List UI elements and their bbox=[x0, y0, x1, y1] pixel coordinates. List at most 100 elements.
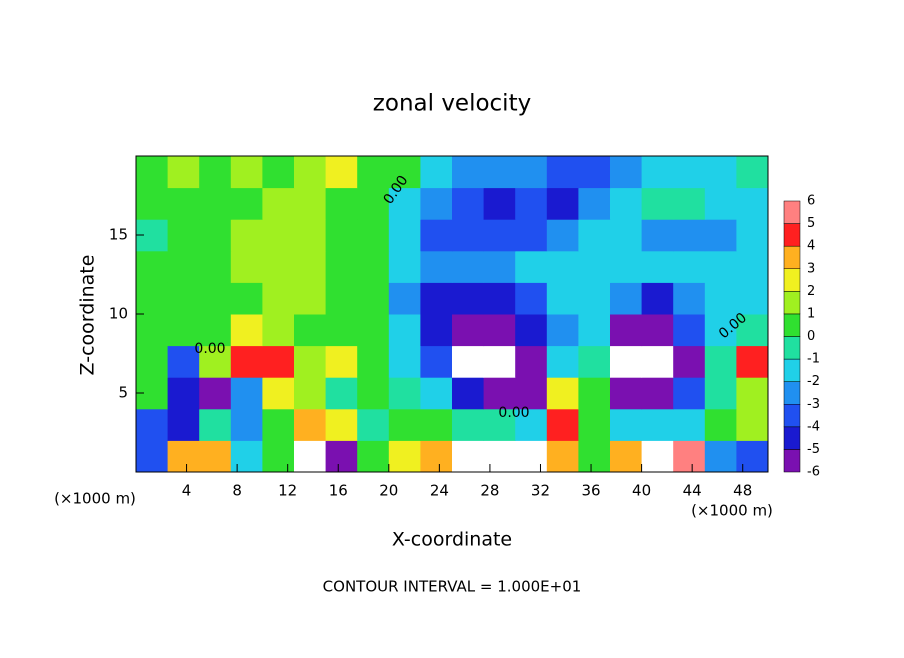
cell bbox=[167, 187, 200, 220]
cell bbox=[610, 282, 643, 315]
cell bbox=[420, 345, 453, 378]
cell bbox=[136, 408, 169, 441]
chart-title: zonal velocity bbox=[373, 91, 531, 117]
cell bbox=[199, 219, 232, 252]
x-tick-label: 36 bbox=[581, 482, 600, 500]
cell bbox=[641, 408, 674, 441]
cell bbox=[546, 250, 579, 283]
cell bbox=[388, 187, 421, 220]
x-tick-label: 28 bbox=[480, 482, 499, 500]
colorbar-swatch bbox=[783, 291, 801, 315]
cell bbox=[515, 314, 548, 347]
colorbar-label: 0 bbox=[807, 329, 815, 344]
colorbar-swatch bbox=[783, 268, 801, 292]
cell bbox=[325, 219, 358, 252]
cell bbox=[136, 187, 169, 220]
cell bbox=[230, 156, 263, 189]
x-tick-label: 40 bbox=[632, 482, 651, 500]
cell bbox=[325, 187, 358, 220]
cell bbox=[546, 408, 579, 441]
cell bbox=[641, 345, 674, 378]
cell bbox=[136, 345, 169, 378]
footer: CONTOUR INTERVAL = 1.000E+01 bbox=[323, 578, 582, 596]
colorbar-swatch bbox=[783, 449, 801, 473]
cell bbox=[610, 250, 643, 283]
colorbar-label: -1 bbox=[807, 352, 820, 367]
cell bbox=[483, 282, 516, 315]
cell bbox=[641, 440, 674, 473]
cell bbox=[325, 440, 358, 473]
cell bbox=[388, 156, 421, 189]
cell bbox=[420, 440, 453, 473]
cell bbox=[167, 345, 200, 378]
cell bbox=[452, 156, 485, 189]
cell bbox=[736, 345, 769, 378]
colorbar-label: -4 bbox=[807, 419, 820, 434]
cell bbox=[230, 345, 263, 378]
x-axis-label: X-coordinate bbox=[392, 529, 512, 551]
cell bbox=[610, 408, 643, 441]
cell bbox=[199, 187, 232, 220]
cell bbox=[388, 314, 421, 347]
cell bbox=[230, 282, 263, 315]
cell bbox=[578, 314, 611, 347]
cell bbox=[610, 377, 643, 410]
cell bbox=[483, 250, 516, 283]
x-tick-label: 8 bbox=[232, 482, 242, 500]
x-unit: (×1000 m) bbox=[691, 502, 773, 520]
cell bbox=[136, 282, 169, 315]
colorbar-swatch bbox=[783, 313, 801, 337]
contour-label: 0.00 bbox=[194, 341, 225, 357]
cell bbox=[546, 156, 579, 189]
cell bbox=[230, 408, 263, 441]
cell bbox=[167, 282, 200, 315]
cell bbox=[294, 440, 327, 473]
cell bbox=[136, 250, 169, 283]
cell bbox=[452, 377, 485, 410]
cell bbox=[452, 408, 485, 441]
cell bbox=[515, 250, 548, 283]
y-tick-label: 10 bbox=[109, 305, 128, 323]
cell bbox=[578, 282, 611, 315]
colorbar-label: -5 bbox=[807, 442, 820, 457]
cell bbox=[294, 377, 327, 410]
cell bbox=[452, 440, 485, 473]
cell bbox=[704, 187, 737, 220]
cell bbox=[420, 250, 453, 283]
cell bbox=[262, 219, 295, 252]
cell bbox=[199, 250, 232, 283]
cell bbox=[546, 187, 579, 220]
cell bbox=[325, 250, 358, 283]
x-tick-label: 44 bbox=[683, 482, 702, 500]
cell bbox=[704, 282, 737, 315]
cell bbox=[673, 156, 706, 189]
cell bbox=[483, 408, 516, 441]
x-tick-label: 16 bbox=[329, 482, 348, 500]
cell bbox=[262, 345, 295, 378]
cell bbox=[199, 156, 232, 189]
cell bbox=[262, 314, 295, 347]
y-axis-label: Z-coordinate bbox=[77, 255, 99, 376]
cell bbox=[641, 187, 674, 220]
cell bbox=[167, 219, 200, 252]
cell bbox=[294, 314, 327, 347]
cell bbox=[262, 408, 295, 441]
cell bbox=[578, 156, 611, 189]
cell bbox=[483, 219, 516, 252]
cell bbox=[736, 187, 769, 220]
cell bbox=[357, 250, 390, 283]
cell bbox=[483, 377, 516, 410]
cell bbox=[325, 408, 358, 441]
cell bbox=[230, 250, 263, 283]
cell bbox=[357, 314, 390, 347]
cell bbox=[262, 282, 295, 315]
cell bbox=[167, 440, 200, 473]
cell bbox=[641, 314, 674, 347]
cell bbox=[736, 219, 769, 252]
colorbar-swatch bbox=[783, 336, 801, 360]
cell bbox=[325, 345, 358, 378]
cell bbox=[199, 440, 232, 473]
cell bbox=[230, 377, 263, 410]
colorbar-label: 3 bbox=[807, 261, 815, 276]
cell bbox=[199, 345, 232, 378]
